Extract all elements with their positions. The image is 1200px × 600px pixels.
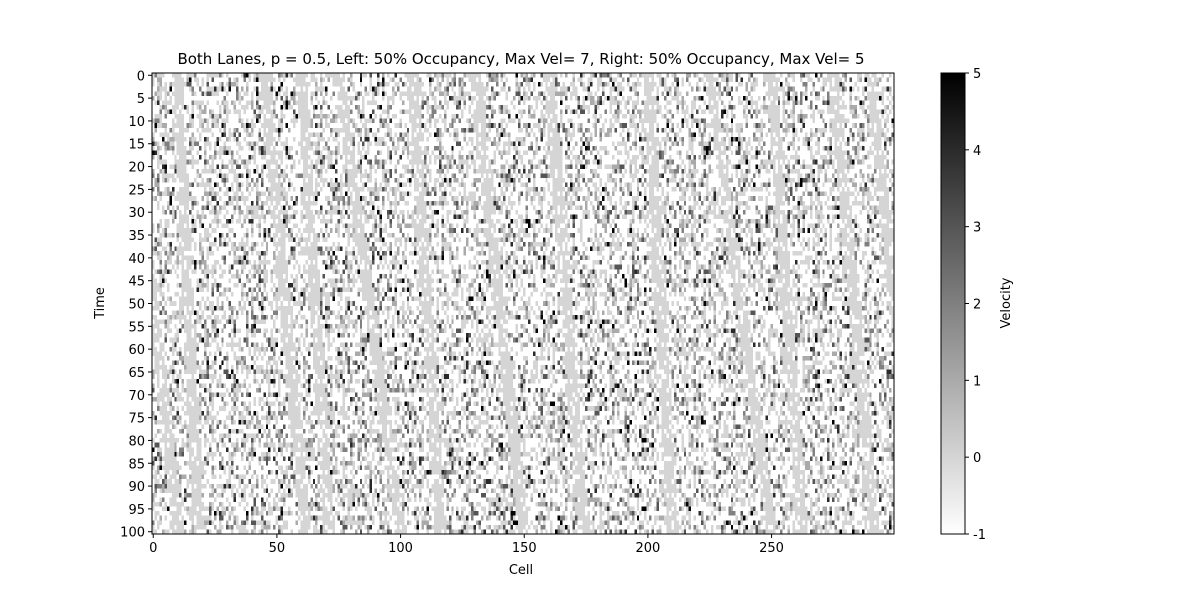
y-tick-label: 60 — [128, 343, 145, 358]
x-tick-label: 150 — [512, 541, 537, 556]
colorbar-tick-label: 0 — [973, 451, 981, 466]
y-tick-label: 80 — [128, 434, 145, 449]
y-tick-label: 90 — [128, 480, 145, 495]
y-axis-label: Time — [93, 287, 108, 320]
heatmap-image — [152, 73, 894, 534]
colorbar-tick-label: 5 — [973, 67, 981, 82]
x-tick-label: 0 — [149, 541, 157, 556]
colorbar-ticks: -1 0 1 2 3 4 5 — [965, 67, 986, 543]
y-tick-label: 5 — [137, 92, 145, 107]
y-tick-label: 70 — [128, 389, 145, 404]
x-axis-ticks: 0 50 100 150 200 250 — [149, 534, 784, 556]
y-tick-label: 45 — [128, 275, 145, 290]
y-axis-ticks: 0 5 10 15 20 25 30 35 40 45 50 55 60 65 70 75 80 85 90 95 10… — [120, 69, 152, 541]
y-tick-label: 75 — [128, 412, 145, 427]
plot-area — [151, 72, 895, 535]
y-tick-label: 55 — [128, 320, 145, 335]
colorbar-tick-label: 3 — [973, 221, 981, 236]
colorbar-label: Velocity — [999, 277, 1014, 328]
y-tick-label: 100 — [120, 526, 145, 541]
y-tick-label: 10 — [128, 115, 145, 130]
x-tick-label: 250 — [759, 541, 784, 556]
chart-title: Both Lanes, p = 0.5, Left: 50% Occupancy… — [177, 50, 864, 68]
y-tick-label: 30 — [128, 206, 145, 221]
x-tick-label: 200 — [635, 541, 660, 556]
y-tick-label: 85 — [128, 457, 145, 472]
colorbar: -1 0 1 2 3 4 5 Velocity — [940, 67, 1014, 543]
y-tick-label: 25 — [128, 183, 145, 198]
x-axis-label: Cell — [509, 563, 533, 578]
colorbar-tick-label: -1 — [973, 528, 986, 543]
y-tick-label: 50 — [128, 298, 145, 313]
colorbar-tick-label: 2 — [973, 298, 981, 313]
y-tick-label: 65 — [128, 366, 145, 381]
colorbar-tick-label: 4 — [973, 144, 981, 159]
y-tick-label: 15 — [128, 138, 145, 153]
x-tick-label: 50 — [269, 541, 286, 556]
y-tick-label: 40 — [128, 252, 145, 267]
x-tick-label: 100 — [388, 541, 413, 556]
colorbar-tick-label: 1 — [973, 374, 981, 389]
colorbar-gradient — [940, 72, 966, 535]
y-tick-label: 95 — [128, 503, 145, 518]
y-tick-label: 35 — [128, 229, 145, 244]
y-tick-label: 0 — [137, 69, 145, 84]
y-tick-label: 20 — [128, 161, 145, 176]
